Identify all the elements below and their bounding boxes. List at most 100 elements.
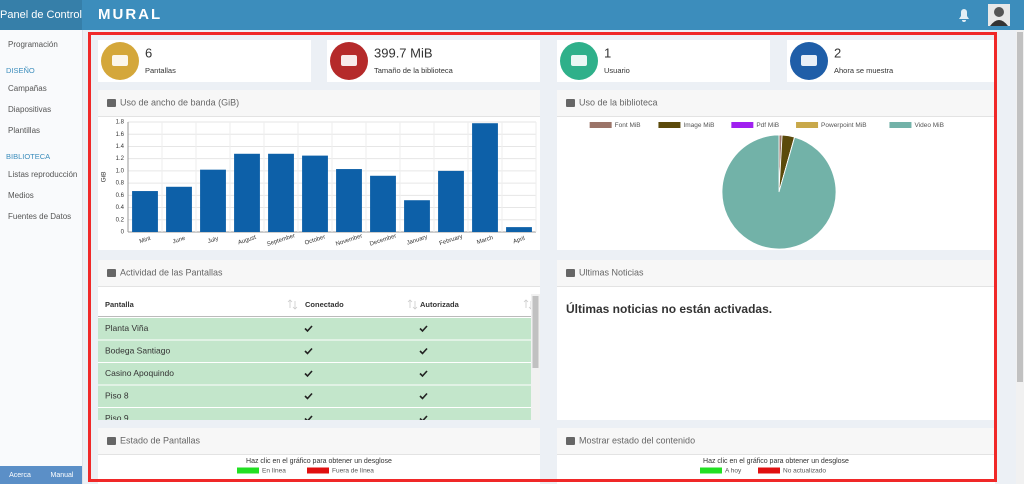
legend-label: Pdf MiB [756, 122, 779, 129]
scrollbar-thumb[interactable] [1017, 32, 1023, 382]
legend-swatch [796, 122, 819, 128]
avatar-body [990, 20, 1008, 26]
panel-title: Ultimas Noticias [579, 267, 644, 277]
legend-swatch [589, 122, 612, 128]
nav-item[interactable]: Campañas [8, 84, 47, 93]
brand[interactable]: Panel de Control [0, 9, 82, 21]
sidebar [0, 30, 82, 466]
legend-swatch [307, 467, 329, 474]
y-tick-label: 1.2 [116, 156, 125, 162]
sort-icon [287, 299, 298, 310]
bar[interactable] [370, 175, 396, 232]
table-row[interactable] [98, 408, 531, 430]
legend-label: No actualizado [783, 468, 826, 475]
panel-title: Mostrar estado del contenido [579, 435, 695, 445]
screen-name: Casino Apoquindo [105, 368, 174, 378]
panel-header [557, 428, 995, 454]
nav-item[interactable]: Diapositivas [8, 105, 51, 114]
stat-label: Pantallas [145, 66, 176, 75]
brand-box[interactable] [0, 0, 82, 30]
stat-icon-glyph [801, 55, 817, 66]
bar[interactable] [234, 153, 260, 232]
pie-slice[interactable] [721, 134, 837, 250]
y-tick-label: 1.8 [116, 120, 125, 126]
y-tick-label: 0.4 [116, 205, 125, 211]
table-header [98, 294, 531, 316]
stat-icon-glyph [112, 55, 128, 66]
panel-icon [107, 269, 116, 277]
status-hint: Haz clic en el gráfico para obtener un d… [703, 458, 849, 465]
legend-swatch [658, 122, 681, 128]
bar[interactable] [166, 186, 192, 232]
check-icon [419, 347, 428, 355]
screen-name: Piso 9 [105, 413, 129, 423]
panel-icon [566, 99, 575, 107]
panel-title: Uso de ancho de banda (GiB) [120, 97, 239, 107]
panel-header [98, 260, 540, 286]
legend-label: Image MiB [683, 122, 714, 129]
y-tick-label: 1.4 [116, 144, 125, 150]
bar[interactable] [472, 123, 498, 232]
column-header[interactable]: Autorizada [420, 300, 460, 309]
check-icon [419, 392, 428, 400]
x-tick-label: Mint [139, 236, 152, 245]
bar[interactable] [336, 169, 362, 232]
legend-label: Font MiB [615, 122, 641, 129]
stat-value: 1 [604, 45, 611, 60]
table-body: Planta Viña Bodega Santiago Casino Apoquin… [98, 318, 531, 430]
legend-label: A hoy [725, 468, 742, 475]
table-row[interactable] [98, 385, 531, 408]
legend-label: Video MiB [914, 122, 944, 129]
x-tick-label: April [513, 236, 526, 245]
nav-item[interactable]: Fuentes de Datos [8, 212, 71, 221]
panel-header [98, 90, 540, 116]
legend-label: Fuera de línea [332, 468, 374, 475]
table-row[interactable] [98, 340, 531, 363]
panel-title: Actividad de las Pantallas [120, 267, 223, 277]
sidebar-footer [0, 466, 82, 484]
legend-swatch [889, 122, 912, 128]
y-axis-label: GiB [101, 172, 108, 183]
table-scrollbar-thumb[interactable] [532, 296, 539, 368]
bar[interactable] [132, 191, 158, 232]
legend-swatch [758, 467, 780, 474]
panel-icon [107, 437, 116, 445]
footer-link[interactable]: Manual [51, 472, 74, 479]
check-icon [304, 325, 313, 333]
stat-icon-glyph [571, 55, 587, 66]
footer-link[interactable]: Acerca [9, 472, 31, 479]
nav-item[interactable]: Medios [8, 191, 34, 200]
panel-icon [566, 269, 575, 277]
column-header[interactable]: Conectado [305, 300, 344, 309]
table-row[interactable] [98, 363, 531, 385]
check-icon [304, 347, 313, 355]
panel-icon [566, 437, 575, 445]
check-icon [419, 370, 428, 378]
bell-icon[interactable] [959, 9, 969, 22]
nav-item[interactable]: Listas reproducción [8, 170, 77, 179]
bar[interactable] [438, 170, 464, 232]
bar[interactable] [200, 169, 226, 232]
check-icon [419, 415, 428, 420]
bar[interactable] [506, 227, 532, 232]
bar[interactable] [268, 153, 294, 232]
stat-label: Usuario [604, 66, 630, 75]
screen-name: Piso 8 [105, 390, 129, 400]
check-icon [304, 415, 313, 420]
table-row[interactable] [98, 318, 531, 340]
panel-header [557, 260, 995, 286]
sort-icon [407, 299, 418, 310]
panel-header [557, 90, 995, 116]
stat-label: Ahora se muestra [834, 66, 894, 75]
x-tick-label: March [476, 235, 494, 246]
sort-icon [523, 299, 534, 310]
bar[interactable] [302, 155, 328, 232]
nav-item[interactable]: Plantillas [8, 126, 40, 135]
nav-item[interactable]: Programación [8, 40, 58, 49]
column-header[interactable]: Pantalla [105, 300, 135, 309]
nav-section: DISEÑO [6, 66, 35, 75]
x-tick-label: June [172, 235, 187, 245]
bar[interactable] [404, 200, 430, 232]
stat-value: 2 [834, 45, 841, 60]
